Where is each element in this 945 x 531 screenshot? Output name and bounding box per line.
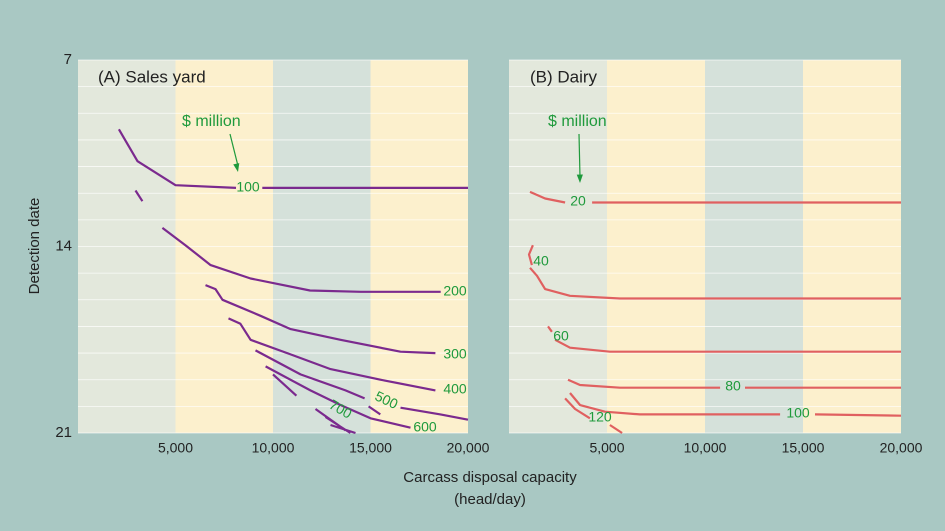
panel-title: (B) Dairy [530, 67, 598, 86]
contour-line [569, 392, 902, 417]
y-tick-label: 14 [55, 237, 72, 254]
contour-label: 400 [443, 381, 467, 397]
contour-line [547, 325, 901, 353]
contour-label: 300 [443, 346, 467, 362]
contour-label: 80 [725, 378, 741, 394]
contour-line [564, 397, 623, 434]
x-tick-label: 10,000 [252, 440, 295, 456]
contour-line [527, 244, 901, 300]
contour-line [265, 365, 411, 429]
contour-line [272, 373, 381, 435]
y-tick-label: 21 [55, 424, 72, 441]
contour-line [529, 190, 901, 204]
contour-label: 100 [236, 179, 260, 195]
annotation-arrow [578, 133, 581, 178]
annotation-arrow [229, 133, 239, 167]
contour-line [134, 189, 441, 293]
contour-label: 100 [786, 405, 810, 421]
contour-label: 600 [413, 419, 437, 435]
contour-line [205, 284, 436, 355]
contour-label: 40 [533, 253, 549, 269]
contour-line [117, 128, 468, 189]
y-tick-label: 7 [64, 51, 72, 68]
contour-label: 120 [588, 409, 612, 425]
contour-line [228, 317, 436, 392]
annotation-arrowhead [233, 163, 240, 172]
panel-title: (A) Sales yard [98, 67, 206, 86]
y-axis-label: Detection date [26, 198, 43, 295]
contour-label: 60 [553, 328, 569, 344]
x-tick-label: 5,000 [589, 440, 624, 456]
x-tick-label: 15,000 [349, 440, 392, 456]
x-tick-label: 10,000 [684, 440, 727, 456]
contour-label: 200 [443, 283, 467, 299]
x-tick-label: 5,000 [158, 440, 193, 456]
contour-line [567, 378, 901, 389]
x-tick-label: 20,000 [447, 440, 490, 456]
annotation: $ million [182, 113, 241, 130]
contour-line [254, 349, 469, 421]
x-axis-label: Carcass disposal capacity [403, 469, 577, 486]
annotation: $ million [548, 113, 607, 130]
x-tick-label: 20,000 [880, 440, 923, 456]
contour-label: 20 [570, 193, 586, 209]
x-tick-label: 15,000 [782, 440, 825, 456]
annotation-arrowhead [576, 174, 583, 183]
x-axis-label: (head/day) [454, 491, 526, 508]
